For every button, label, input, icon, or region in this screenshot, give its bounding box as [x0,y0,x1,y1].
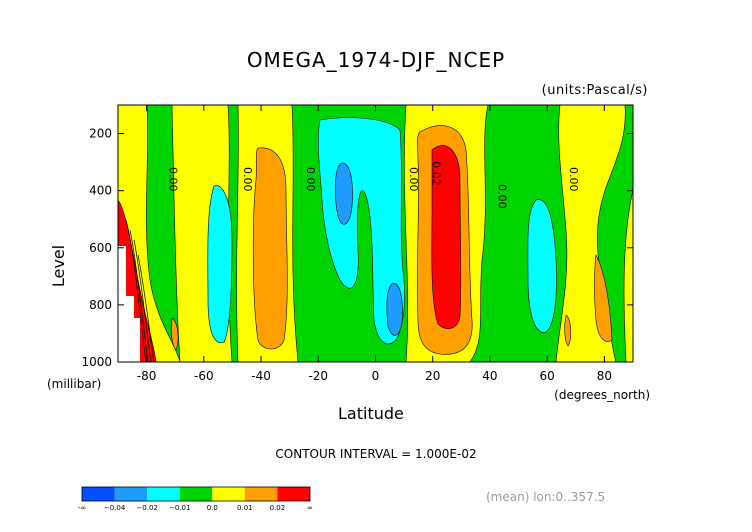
chart-title: OMEGA_1974-DJF_NCEP [246,48,506,72]
south-contour-b [129,229,149,362]
y-ticks: 200 400 600 800 1000 [81,127,633,369]
region-orange-65n [564,314,572,347]
colorbar-label: -∞ [78,504,86,512]
x-tick-label: -20 [308,369,328,383]
x-tick-label: 40 [482,369,497,383]
y-tick-label: 1000 [81,355,112,369]
colorbar-swatch [147,487,180,501]
x-tick-label: 20 [425,369,440,383]
contour-label: 0.00 [304,167,317,192]
colorbar-label: 0.02 [270,504,286,512]
x-tick-label: 0 [372,369,380,383]
south-contour-d [137,254,155,362]
colorbar-label: −0.02 [136,504,157,512]
y-tick-label: 600 [89,241,112,255]
region-blue-6 [386,283,403,336]
y-axis-units: (millibar) [47,377,102,391]
y-tick-label: 200 [89,127,112,141]
region-missing [118,246,140,362]
x-axis-label: Latitude [338,404,404,423]
colorbar-label: 0.01 [237,504,253,512]
contour-label: 0.00 [496,184,509,209]
contour-label: 0.00 [567,167,580,192]
contour-label: 0.00 [241,167,254,192]
region-yellow-65 [555,105,626,362]
colorbar-swatch [212,487,245,501]
x-tick-label: -60 [194,369,214,383]
region-orange-70n [594,254,613,342]
region-red-28 [431,145,462,329]
colorbar-swatch [277,487,310,501]
x-tick-label: 80 [597,369,612,383]
colorbar-label: −0.04 [104,504,126,512]
x-ticks: -80 -60 -40 -20 0 20 40 60 80 [137,105,612,383]
contour-label: 0.00 [167,167,180,192]
colorbar-swatch [179,487,213,501]
colorbar-label: ∞ [307,504,313,512]
colorbar-swatch [114,487,148,501]
x-tick-label: -80 [137,369,157,383]
south-contour-a [125,219,147,362]
contour-label: 0.02 [430,161,443,186]
region-cyan-50 [207,185,233,344]
units-label: (units:Pascal/s) [541,83,648,98]
x-tick-label: 60 [540,369,555,383]
region-orange-30 [252,147,288,350]
x-axis-units: (degrees_north) [554,388,650,402]
mean-longitude-note: (mean) lon:0..357.5 [486,490,606,504]
colorbar-label: 0.0 [207,504,218,512]
contour-label: 0.00 [407,167,420,192]
y-tick-label: 800 [89,298,112,312]
contour-fills [118,105,633,362]
x-tick-label: -40 [251,369,271,383]
dense-contours-south [125,219,155,362]
region-blue-12 [334,162,353,225]
y-tick-label: 400 [89,184,112,198]
colorbar-frame [81,486,311,502]
contour-labels: 0.00 0.00 0.00 0.00 0.02 0.00 0.00 [167,161,581,208]
colorbar-swatch [244,487,278,501]
colorbar: -∞ −0.04 −0.02 −0.01 0.0 0.01 0.02 ∞ [78,486,313,512]
colorbar-label: −0.01 [169,504,190,512]
region-orange-72 [170,317,179,351]
contour-interval-text: CONTOUR INTERVAL = 1.000E-02 [275,447,477,461]
region-cyan-58 [527,199,557,333]
south-contour-c [133,239,152,362]
colorbar-swatch [82,487,115,501]
